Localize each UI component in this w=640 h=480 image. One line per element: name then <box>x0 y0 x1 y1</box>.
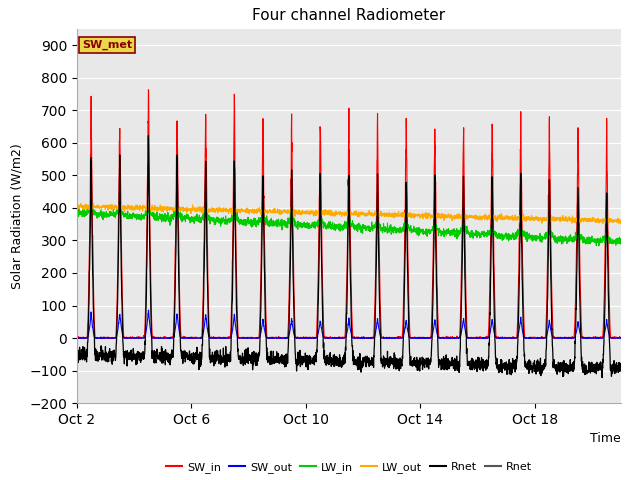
Y-axis label: Solar Radiation (W/m2): Solar Radiation (W/m2) <box>10 143 24 289</box>
LW_out <box>123 205 131 211</box>
Line: Rnet: Rnet <box>77 136 621 378</box>
LW_out <box>617 219 625 225</box>
SW_out <box>73 335 81 341</box>
Rnet <box>417 361 425 367</box>
LW_out <box>417 213 425 219</box>
LW_in <box>86 202 93 208</box>
LW_out <box>484 213 492 219</box>
Rnet <box>123 357 131 363</box>
Rnet <box>617 367 625 373</box>
Rnet <box>598 375 606 381</box>
LW_in <box>617 241 625 247</box>
LW_in <box>123 216 131 221</box>
SW_out <box>568 335 576 341</box>
SW_out <box>617 335 625 341</box>
Title: Four channel Radiometer: Four channel Radiometer <box>252 9 445 24</box>
SW_in <box>568 335 576 341</box>
LW_out <box>617 221 625 227</box>
SW_in <box>351 335 358 341</box>
SW_in <box>123 335 131 341</box>
Rnet <box>73 349 81 355</box>
SW_out <box>351 335 358 341</box>
SW_out <box>123 335 131 341</box>
Line: SW_in: SW_in <box>77 90 621 338</box>
SW_in <box>73 335 81 341</box>
Line: LW_out: LW_out <box>77 204 621 224</box>
Rnet <box>351 361 358 367</box>
Rnet <box>145 133 152 139</box>
LW_out <box>568 216 575 222</box>
SW_out <box>74 335 81 341</box>
LW_in <box>351 227 358 233</box>
LW_out <box>354 211 362 216</box>
LW_in <box>354 223 362 228</box>
SW_in <box>617 335 625 340</box>
LW_in <box>568 236 575 241</box>
Rnet <box>484 363 492 369</box>
SW_out <box>145 307 152 313</box>
X-axis label: Time: Time <box>590 432 621 445</box>
SW_in <box>484 335 492 340</box>
LW_out <box>73 204 81 210</box>
SW_in <box>417 335 425 341</box>
LW_in <box>73 206 81 212</box>
LW_out <box>351 211 358 216</box>
SW_in <box>355 335 362 341</box>
LW_in <box>484 230 492 236</box>
LW_in <box>595 243 603 249</box>
Line: LW_in: LW_in <box>77 205 621 246</box>
SW_in <box>73 335 81 341</box>
SW_in <box>145 87 152 93</box>
SW_out <box>417 335 425 341</box>
LW_in <box>417 229 425 235</box>
LW_out <box>77 201 84 206</box>
SW_out <box>355 335 362 341</box>
SW_out <box>484 335 492 341</box>
Rnet <box>354 354 362 360</box>
Rnet <box>568 364 575 370</box>
Line: SW_out: SW_out <box>77 310 621 338</box>
Text: SW_met: SW_met <box>82 40 132 50</box>
Legend: SW_in, SW_out, LW_in, LW_out, Rnet, Rnet: SW_in, SW_out, LW_in, LW_out, Rnet, Rnet <box>161 457 536 477</box>
